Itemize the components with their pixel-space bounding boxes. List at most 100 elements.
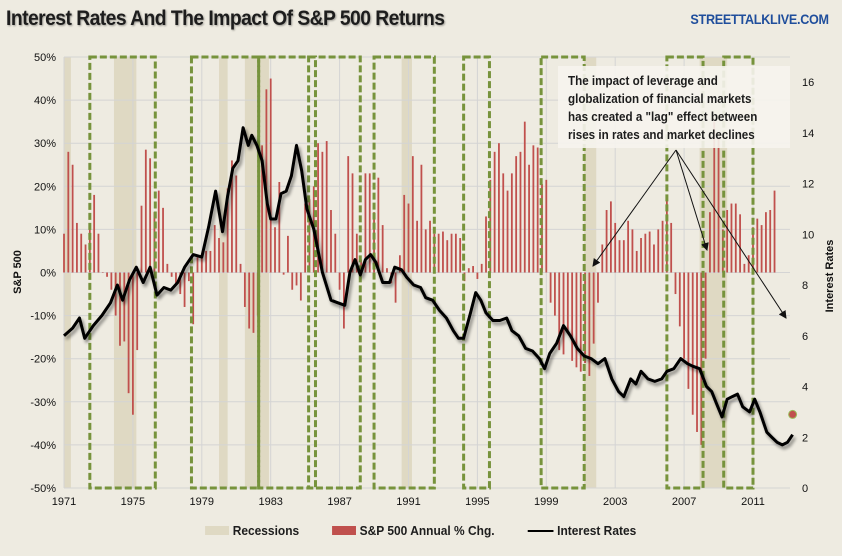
sp500-bar <box>269 78 272 273</box>
sp500-bar <box>467 268 470 273</box>
sp500-bar <box>523 121 526 273</box>
sp500-bar <box>734 203 737 273</box>
sp500-bar <box>80 233 83 273</box>
sp500-bar <box>687 272 690 389</box>
y-tick-left: 50% <box>34 52 56 64</box>
annotation-arrow <box>592 149 677 267</box>
sp500-bar <box>743 263 746 273</box>
sp500-bar <box>136 272 139 351</box>
sp500-bar <box>545 179 548 273</box>
y-tick-left: 40% <box>34 95 56 107</box>
sp500-bar <box>226 188 229 273</box>
sp500-bar <box>187 272 190 282</box>
x-tick: 1975 <box>121 496 145 508</box>
sp500-bar <box>93 194 96 273</box>
sp500-bar <box>265 89 268 273</box>
y-axis-right-title: Interest Rates <box>824 240 836 313</box>
sp500-bar <box>291 272 294 290</box>
sp500-bar <box>450 233 453 273</box>
sp500-bar <box>429 220 431 273</box>
chart-title: Interest Rates And The Impact Of S&P 500… <box>6 7 445 30</box>
sp500-bar <box>696 272 698 432</box>
x-tick: 1991 <box>396 496 420 508</box>
sp500-bar <box>678 272 681 327</box>
annotation-callout: The impact of leverage and globalization… <box>558 66 790 148</box>
recession-swatch-icon <box>204 526 229 535</box>
sp500-bar <box>657 229 660 273</box>
annotation-arrows <box>592 149 787 319</box>
y-tick-left: -10% <box>30 311 56 323</box>
sp500-bar <box>355 233 358 273</box>
legend-label: Recessions <box>232 523 299 538</box>
sp500-bar <box>691 272 694 415</box>
x-tick: 2007 <box>672 496 696 508</box>
sp500-bar <box>635 250 638 273</box>
axes: 50% 40% 30% 20% 10% 0% -10% -20% -30% -40% -50% 16 1… <box>30 52 814 508</box>
sp500-bar <box>588 272 591 376</box>
y-tick-right: 14 <box>802 128 814 140</box>
sp500-bar <box>700 272 703 445</box>
legend-item-rates: Interest Rates <box>528 523 637 538</box>
x-tick: 1983 <box>258 496 282 508</box>
sp500-bar <box>351 173 354 273</box>
sp500-bar <box>407 203 410 273</box>
sp500-bar <box>760 225 763 273</box>
sp500-bar <box>670 222 673 273</box>
sp500-bar <box>347 156 350 273</box>
sp500-bar <box>398 255 401 273</box>
sp500-bar <box>566 272 569 331</box>
sp500-bar <box>730 203 733 273</box>
sp500-bar <box>773 190 776 273</box>
sp500-bar <box>235 175 238 273</box>
sp500-bar <box>175 272 177 286</box>
sp500-bar <box>674 272 677 295</box>
sp500-bar <box>170 272 173 277</box>
sp500-bar <box>609 201 612 273</box>
y-tick-left: -20% <box>30 354 56 366</box>
sp500-bar <box>515 156 518 273</box>
sp500-bar <box>114 272 117 316</box>
sp500-bar <box>140 205 143 273</box>
x-tick: 1987 <box>327 496 351 508</box>
x-tick: 2011 <box>741 496 765 508</box>
sp500-bar <box>144 149 147 273</box>
sp500-bar <box>579 272 582 372</box>
sp500-bar <box>459 238 462 273</box>
highlight-window <box>539 55 586 490</box>
sp500-bar <box>472 266 474 273</box>
legend-item-recessions: Recessions <box>204 523 299 538</box>
highlight-window <box>722 55 755 490</box>
x-tick: 1995 <box>465 496 489 508</box>
sp500-bar <box>71 164 74 273</box>
sp500-bar <box>536 147 539 273</box>
sp500-bar <box>239 263 242 273</box>
sp500-bar <box>416 220 419 273</box>
sp500-bar <box>368 173 371 273</box>
sp500-bar <box>424 229 427 273</box>
sp500-bar <box>243 272 246 307</box>
sp500-bar <box>325 141 328 273</box>
y-tick-right: 12 <box>802 179 814 191</box>
sp500-bar <box>532 145 535 273</box>
y-tick-right: 16 <box>802 77 814 89</box>
interest-rate-line <box>62 126 798 447</box>
annotation-line: The impact of leverage and <box>568 74 718 88</box>
sp500-bar <box>485 216 487 273</box>
rate-endpoint-marker <box>788 409 798 419</box>
sp500-bar <box>209 250 212 273</box>
sp500-bar <box>213 225 216 273</box>
sp500-bar <box>192 272 195 325</box>
brand-watermark: STREETTALKLIVE.COM <box>690 11 830 27</box>
sp500-bar <box>278 181 281 273</box>
sp500-bar <box>218 238 220 273</box>
sp500-bar <box>502 173 505 273</box>
sp500-bar <box>528 164 530 273</box>
x-tick: 1979 <box>190 496 214 508</box>
sp500-bar <box>571 272 574 361</box>
sp500-bar <box>411 156 414 273</box>
sp500-bar <box>592 272 595 344</box>
sp500-bar <box>287 235 289 273</box>
x-tick: 1971 <box>52 496 76 508</box>
sp500-bar <box>299 272 302 301</box>
